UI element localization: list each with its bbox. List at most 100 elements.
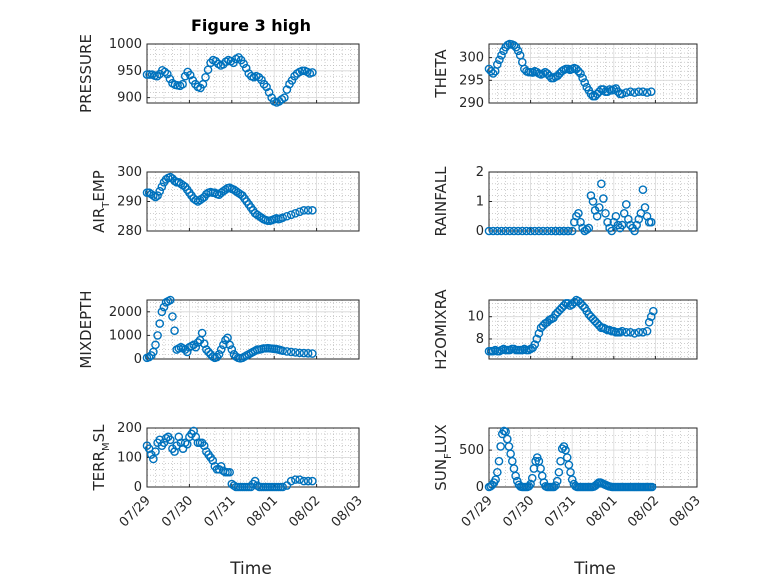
data-point	[191, 342, 201, 352]
data-point	[642, 88, 652, 97]
data-point	[221, 335, 230, 345]
data-point	[259, 79, 269, 89]
data-point	[534, 329, 544, 338]
data-point	[282, 211, 292, 221]
data-point	[494, 456, 504, 466]
y-tick-label: 300	[459, 51, 484, 66]
data-point	[149, 454, 158, 464]
data-point	[250, 476, 260, 486]
data-point	[524, 481, 534, 491]
data-point	[216, 462, 226, 471]
data-point	[488, 69, 498, 78]
data-point	[303, 349, 313, 358]
data-point	[210, 188, 220, 197]
data-point	[599, 85, 608, 94]
data-point	[151, 447, 160, 456]
x-tick-label: 08/02	[625, 493, 662, 530]
data-point	[486, 66, 496, 76]
data-point	[197, 194, 207, 203]
y-tick-label: 100	[117, 451, 142, 466]
y-axis-label: MIXDEPTH	[77, 290, 95, 368]
data-point	[278, 482, 287, 492]
x-tick-label: 08/01	[584, 493, 621, 530]
data-point	[547, 226, 556, 236]
data-point	[559, 226, 569, 236]
subplot-theta: 290 295 300 THETA	[432, 39, 698, 111]
axes-box	[146, 171, 360, 232]
data-point	[153, 191, 162, 200]
y-tick-label: 500	[459, 443, 484, 458]
data-point	[578, 73, 587, 83]
data-point	[493, 467, 502, 477]
data-point	[621, 88, 631, 97]
data-point	[155, 319, 165, 328]
data-point	[552, 476, 562, 486]
data-point	[530, 226, 540, 236]
data-point	[290, 71, 299, 81]
data-point	[308, 68, 317, 77]
y-tick-label: 2	[476, 165, 484, 180]
y-tick-label: 295	[459, 73, 484, 88]
data-point	[157, 307, 167, 317]
data-point	[647, 482, 657, 492]
data-point	[234, 53, 243, 62]
data-point	[634, 87, 644, 96]
data-point	[563, 226, 573, 236]
data-point	[611, 211, 621, 221]
data-point	[189, 340, 198, 350]
data-point	[617, 89, 627, 99]
data-point	[282, 481, 292, 490]
data-point	[588, 197, 598, 206]
data-point	[286, 210, 296, 220]
data-point	[642, 326, 652, 336]
data-point	[297, 66, 307, 76]
y-tick-label: 0	[476, 224, 484, 239]
data-point	[202, 345, 211, 354]
data-point	[567, 475, 577, 484]
data-point	[619, 208, 629, 218]
data-point	[601, 208, 610, 218]
data-point	[513, 46, 523, 56]
data-point	[227, 345, 237, 354]
data-point	[599, 194, 608, 203]
x-tick-label: 08/03	[667, 493, 704, 530]
data-point	[221, 185, 230, 194]
data-point	[551, 481, 560, 490]
data-point	[630, 329, 639, 338]
data-point	[295, 348, 304, 358]
data-point	[594, 87, 604, 96]
data-point	[576, 69, 585, 78]
data-point	[291, 208, 300, 218]
axes-box	[488, 299, 698, 360]
data-point	[286, 347, 296, 357]
x-tick-label: 07/30	[500, 493, 537, 530]
data-point	[646, 217, 656, 227]
data-point	[556, 456, 565, 466]
data-point	[509, 226, 519, 236]
data-point	[182, 347, 192, 357]
data-point	[257, 75, 266, 85]
x-tick-label: 07/31	[202, 493, 239, 530]
data-point	[497, 51, 506, 60]
subplot-rainfall: 0 1 2 RAINFALL	[432, 165, 698, 239]
y-tick-label: 900	[117, 91, 142, 106]
data-point	[160, 67, 170, 77]
data-point	[580, 78, 589, 87]
data-point	[216, 345, 226, 354]
data-point	[149, 191, 158, 200]
data-point	[303, 206, 313, 215]
data-point	[178, 180, 188, 190]
data-point	[159, 302, 169, 312]
y-tick-label: 1	[476, 195, 484, 210]
y-axis-label: TERRMSL	[90, 424, 112, 492]
data-point	[161, 434, 171, 443]
y-axis-label: H2OMIXRA	[432, 289, 450, 370]
data-point	[484, 226, 494, 236]
axes-box	[488, 171, 698, 232]
data-point	[303, 476, 313, 486]
y-tick-label: 280	[117, 224, 142, 239]
data-point	[299, 476, 309, 486]
data-point	[166, 435, 175, 445]
y-tick-label: 1000	[109, 328, 142, 343]
subplot-terr-msl: 07/29 07/30 07/31 08/01 08/02 08/03 0 100 200 TER…	[90, 421, 366, 530]
